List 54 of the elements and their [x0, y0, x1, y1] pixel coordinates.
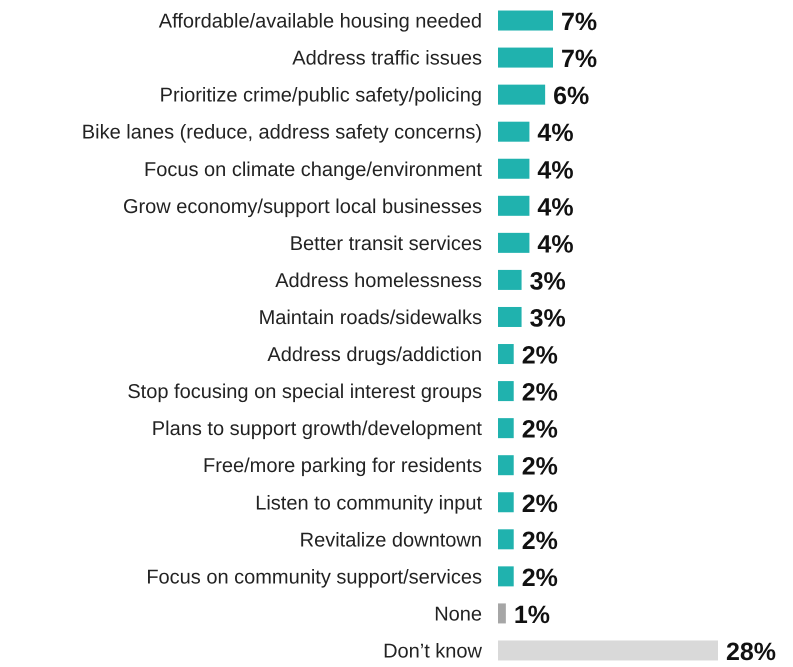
data-label: 2% [522, 378, 558, 407]
y-tick-label: Better transit services [290, 232, 482, 255]
data-label: 2% [522, 526, 558, 555]
data-label: 4% [537, 230, 574, 258]
y-tick-label: Maintain roads/sidewalks [258, 306, 482, 329]
bar [498, 381, 514, 402]
y-tick-label: Focus on community support/services [146, 566, 482, 588]
bar [498, 158, 530, 179]
data-label: 1% [514, 600, 550, 629]
bar [498, 640, 718, 660]
y-tick-label: Free/more parking for residents [202, 455, 482, 478]
bar [498, 84, 546, 105]
data-label: 4% [537, 193, 574, 222]
bar [498, 270, 522, 290]
bar [498, 566, 514, 586]
y-tick-label: Plans to support growth/development [152, 418, 482, 440]
bar [498, 603, 506, 624]
bar [498, 196, 530, 216]
y-tick-label: Address homelessness [275, 270, 482, 292]
data-label: 2% [522, 452, 558, 481]
data-label: 2% [522, 490, 558, 518]
y-tick-label: Revitalize downtown [300, 529, 482, 552]
bar [498, 232, 530, 253]
y-tick-label: Affordable/available housing needed [158, 10, 482, 33]
y-tick-label: Stop focusing on special interest groups [127, 381, 482, 404]
y-tick-label: Don’t know [383, 640, 483, 662]
data-label: 2% [522, 564, 558, 592]
data-label: 4% [537, 119, 574, 148]
bar [498, 529, 514, 550]
bar [498, 455, 514, 476]
data-label: 7% [561, 8, 598, 36]
bar [498, 418, 514, 438]
data-label: 6% [553, 82, 590, 110]
bar [498, 122, 530, 142]
bar [498, 306, 522, 327]
y-tick-label: Listen to community input [255, 492, 482, 514]
y-tick-label: Focus on climate change/environment [144, 158, 482, 181]
data-label: 4% [537, 156, 574, 184]
bar [498, 10, 553, 31]
data-label: 3% [530, 267, 566, 296]
y-tick-label: Bike lanes (reduce, address safety concerns) [82, 122, 482, 144]
y-tick-label: Prioritize crime/public safety/policing [160, 84, 482, 107]
y-tick-label: Address drugs/addiction [267, 344, 482, 366]
y-tick-label: Address traffic issues [292, 48, 482, 70]
data-label: 28% [726, 638, 776, 666]
data-label: 2% [522, 416, 558, 444]
y-tick-label: Grow economy/support local businesses [122, 196, 482, 218]
bar [498, 492, 514, 512]
bar [498, 344, 514, 364]
bar [498, 48, 553, 68]
y-tick-label: None [434, 603, 482, 626]
data-label: 7% [561, 45, 598, 74]
data-label: 3% [530, 304, 566, 332]
data-label: 2% [522, 342, 558, 370]
